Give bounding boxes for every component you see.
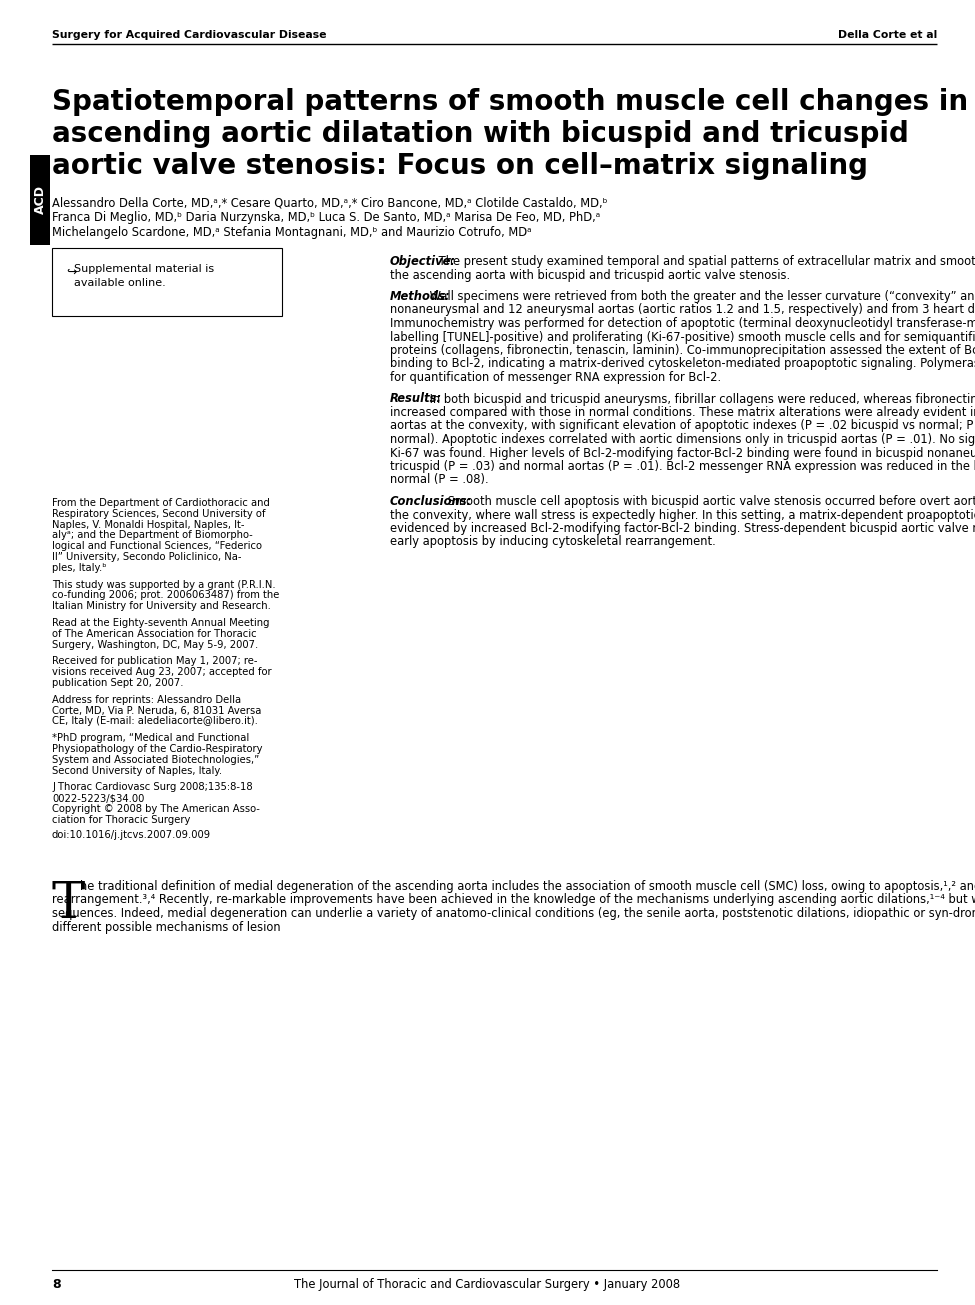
Text: labelling [TUNEL]-positive) and proliferating (Ki-67-positive) smooth muscle cel: labelling [TUNEL]-positive) and prolifer… [390, 330, 975, 343]
Text: In both bicuspid and tricuspid aneurysms, fibrillar collagens were reduced, wher: In both bicuspid and tricuspid aneurysms… [426, 393, 975, 406]
Text: aortas at the convexity, with significant elevation of apoptotic indexes (P = .0: aortas at the convexity, with significan… [390, 419, 975, 432]
Text: publication Sept 20, 2007.: publication Sept 20, 2007. [52, 679, 183, 688]
Text: 0022-5223/$34.00: 0022-5223/$34.00 [52, 793, 144, 803]
Text: The present study examined temporal and spatial patterns of extracellular matrix: The present study examined temporal and … [435, 254, 975, 268]
Text: Supplemental material is: Supplemental material is [74, 264, 214, 274]
Text: Results:: Results: [390, 393, 442, 406]
Text: Read at the Eighty-seventh Annual Meeting: Read at the Eighty-seventh Annual Meetin… [52, 619, 269, 628]
Text: increased compared with those in normal conditions. These matrix alterations wer: increased compared with those in normal … [390, 406, 975, 419]
Text: Surgery, Washington, DC, May 5-9, 2007.: Surgery, Washington, DC, May 5-9, 2007. [52, 639, 258, 650]
Text: sequences. Indeed, medial degeneration can underlie a variety of anatomo-clinica: sequences. Indeed, medial degeneration c… [52, 907, 975, 920]
Text: co-funding 2006; prot. 2006063487) from the: co-funding 2006; prot. 2006063487) from … [52, 590, 280, 600]
Text: Immunochemistry was performed for detection of apoptotic (terminal deoxynucleoti: Immunochemistry was performed for detect… [390, 317, 975, 330]
Text: for quantification of messenger RNA expression for Bcl-2.: for quantification of messenger RNA expr… [390, 371, 722, 384]
Text: The Journal of Thoracic and Cardiovascular Surgery • January 2008: The Journal of Thoracic and Cardiovascul… [294, 1278, 681, 1291]
Text: of The American Association for Thoracic: of The American Association for Thoracic [52, 629, 256, 639]
Text: Surgery for Acquired Cardiovascular Disease: Surgery for Acquired Cardiovascular Dise… [52, 30, 327, 40]
Text: Ki-67 was found. Higher levels of Bcl-2-modifying factor-Bcl-2 binding were foun: Ki-67 was found. Higher levels of Bcl-2-… [390, 446, 975, 459]
Text: proteins (collagens, fibronectin, tenascin, laminin). Co-immunoprecipitation ass: proteins (collagens, fibronectin, tenasc… [390, 345, 975, 358]
Text: T: T [52, 880, 86, 929]
Text: Naples, V. Monaldi Hospital, Naples, It-: Naples, V. Monaldi Hospital, Naples, It- [52, 519, 245, 530]
Text: binding to Bcl-2, indicating a matrix-derived cytoskeleton-mediated proapoptotic: binding to Bcl-2, indicating a matrix-de… [390, 358, 975, 371]
Text: CE, Italy (E-mail: aledeliacorte@libero.it).: CE, Italy (E-mail: aledeliacorte@libero.… [52, 716, 257, 727]
Text: visions received Aug 23, 2007; accepted for: visions received Aug 23, 2007; accepted … [52, 667, 272, 677]
Text: Spatiotemporal patterns of smooth muscle cell changes in: Spatiotemporal patterns of smooth muscle… [52, 87, 968, 116]
Text: aortic valve stenosis: Focus on cell–matrix signaling: aortic valve stenosis: Focus on cell–mat… [52, 151, 868, 180]
Text: logical and Functional Sciences, “Federico: logical and Functional Sciences, “Federi… [52, 542, 262, 551]
Text: early apoptosis by inducing cytoskeletal rearrangement.: early apoptosis by inducing cytoskeletal… [390, 535, 716, 548]
Text: Della Corte et al: Della Corte et al [838, 30, 937, 40]
Text: From the Department of Cardiothoracic and: From the Department of Cardiothoracic an… [52, 499, 270, 508]
Text: ples, Italy.ᵇ: ples, Italy.ᵇ [52, 562, 106, 573]
Text: Physiopathology of the Cardio-Respiratory: Physiopathology of the Cardio-Respirator… [52, 744, 262, 754]
Text: This study was supported by a grant (P.R.I.N.: This study was supported by a grant (P.R… [52, 579, 276, 590]
Text: rearrangement.³,⁴ Recently, re-markable improvements have been achieved in the k: rearrangement.³,⁴ Recently, re-markable … [52, 894, 975, 907]
Text: alyᵃ; and the Department of Biomorpho-: alyᵃ; and the Department of Biomorpho- [52, 530, 253, 540]
Text: System and Associated Biotechnologies,”: System and Associated Biotechnologies,” [52, 754, 259, 765]
Text: J Thorac Cardiovasc Surg 2008;135:8-18: J Thorac Cardiovasc Surg 2008;135:8-18 [52, 783, 253, 792]
Text: different possible mechanisms of lesion: different possible mechanisms of lesion [52, 920, 281, 933]
Text: Michelangelo Scardone, MD,ᵃ Stefania Montagnani, MD,ᵇ and Maurizio Cotrufo, MDᵃ: Michelangelo Scardone, MD,ᵃ Stefania Mon… [52, 226, 531, 239]
Text: Italian Ministry for University and Research.: Italian Ministry for University and Rese… [52, 602, 271, 611]
Text: Corte, MD, Via P. Neruda, 6, 81031 Aversa: Corte, MD, Via P. Neruda, 6, 81031 Avers… [52, 706, 261, 715]
Text: Conclusions:: Conclusions: [390, 495, 472, 508]
Text: the ascending aorta with bicuspid and tricuspid aortic valve stenosis.: the ascending aorta with bicuspid and tr… [390, 269, 790, 282]
Text: Address for reprints: Alessandro Della: Address for reprints: Alessandro Della [52, 694, 241, 705]
Text: Received for publication May 1, 2007; re-: Received for publication May 1, 2007; re… [52, 656, 257, 667]
Text: normal). Apoptotic indexes correlated with aortic dimensions only in tricuspid a: normal). Apoptotic indexes correlated wi… [390, 433, 975, 446]
Text: Methods:: Methods: [390, 290, 450, 303]
Bar [52, 248, 282, 316]
Text: normal (P = .08).: normal (P = .08). [390, 474, 488, 487]
Text: ascending aortic dilatation with bicuspid and tricuspid: ascending aortic dilatation with bicuspi… [52, 120, 909, 147]
Text: he traditional definition of medial degeneration of the ascending aorta includes: he traditional definition of medial dege… [80, 880, 975, 893]
Text: Copyright © 2008 by The American Asso-: Copyright © 2008 by The American Asso- [52, 804, 260, 814]
Text: ACD: ACD [33, 185, 47, 214]
Text: nonaneurysmal and 12 aneurysmal aortas (aortic ratios 1.2 and 1.5, respectively): nonaneurysmal and 12 aneurysmal aortas (… [390, 304, 975, 317]
Text: II” University, Secondo Policlinico, Na-: II” University, Secondo Policlinico, Na- [52, 552, 242, 562]
Text: Respiratory Sciences, Second University of: Respiratory Sciences, Second University … [52, 509, 265, 519]
Text: Franca Di Meglio, MD,ᵇ Daria Nurzynska, MD,ᵇ Luca S. De Santo, MD,ᵃ Marisa De Fe: Franca Di Meglio, MD,ᵇ Daria Nurzynska, … [52, 211, 601, 224]
Text: Objective:: Objective: [390, 254, 456, 268]
Text: *PhD program, “Medical and Functional: *PhD program, “Medical and Functional [52, 733, 250, 744]
Text: Smooth muscle cell apoptosis with bicuspid aortic valve stenosis occurred before: Smooth muscle cell apoptosis with bicusp… [445, 495, 975, 508]
Text: ↪: ↪ [66, 266, 76, 279]
Text: doi:10.1016/j.jtcvs.2007.09.009: doi:10.1016/j.jtcvs.2007.09.009 [52, 830, 212, 839]
Bar [30, 155, 50, 245]
Text: Second University of Naples, Italy.: Second University of Naples, Italy. [52, 766, 222, 775]
Text: the convexity, where wall stress is expectedly higher. In this setting, a matrix: the convexity, where wall stress is expe… [390, 509, 975, 522]
Text: 8: 8 [52, 1278, 60, 1291]
Text: available online.: available online. [74, 278, 166, 288]
Text: tricuspid (P = .03) and normal aortas (P = .01). Bcl-2 messenger RNA expression : tricuspid (P = .03) and normal aortas (P… [390, 459, 975, 472]
Text: evidenced by increased Bcl-2-modifying factor-Bcl-2 binding. Stress-dependent bi: evidenced by increased Bcl-2-modifying f… [390, 522, 975, 535]
Text: Wall specimens were retrieved from both the greater and the lesser curvature (“c: Wall specimens were retrieved from both … [426, 290, 975, 303]
Text: ciation for Thoracic Surgery: ciation for Thoracic Surgery [52, 814, 190, 825]
Text: Alessandro Della Corte, MD,ᵃ,* Cesare Quarto, MD,ᵃ,* Ciro Bancone, MD,ᵃ Clotilde: Alessandro Della Corte, MD,ᵃ,* Cesare Qu… [52, 196, 607, 209]
